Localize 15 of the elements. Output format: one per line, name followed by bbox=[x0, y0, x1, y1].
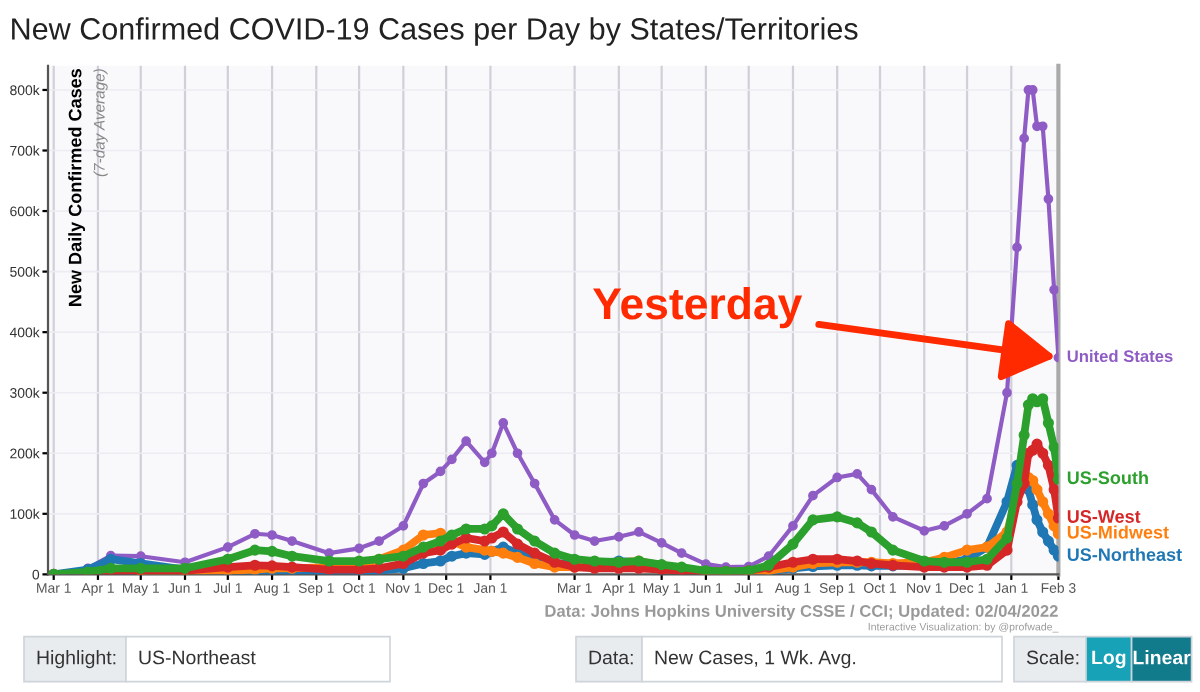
series-label: US-Northeast bbox=[1067, 547, 1182, 562]
series-label: US-South bbox=[1067, 470, 1148, 485]
annotation: Yesterday bbox=[593, 286, 803, 329]
text: Linear bbox=[1133, 650, 1191, 665]
text: New Cases, 1 Wk. Avg. bbox=[655, 650, 856, 669]
text: Log bbox=[1092, 650, 1126, 669]
series-label: United States bbox=[1067, 349, 1173, 363]
series-label: US-West bbox=[1067, 510, 1141, 523]
text: Scale: bbox=[1026, 650, 1079, 665]
series-label: US-Midwest bbox=[1067, 525, 1169, 539]
chart-title: New Confirmed COVID-19 Cases per Day by States/Territories bbox=[12, 17, 858, 46]
text: Data: Johns Hopkins University CSSE / CCI; Updated: 02/04/2022 bbox=[545, 604, 1058, 621]
text: Highlight: bbox=[37, 650, 116, 669]
text: US-Northeast bbox=[139, 650, 256, 665]
text: Data: bbox=[589, 650, 633, 665]
